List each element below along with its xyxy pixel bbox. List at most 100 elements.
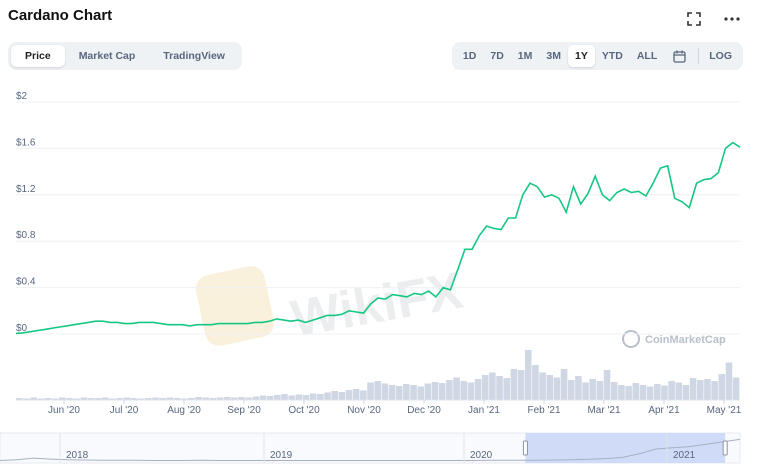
volume-bar	[517, 370, 525, 400]
x-tick-label: Feb '21	[527, 405, 560, 416]
volume-bar	[725, 362, 733, 400]
volume-bar	[481, 375, 489, 400]
volume-bar	[503, 378, 511, 400]
volume-bar	[16, 398, 23, 400]
volume-bar	[288, 395, 295, 400]
volume-bar	[188, 398, 195, 400]
volume-bar	[360, 390, 367, 400]
volume-bar	[209, 398, 217, 400]
range-1y[interactable]: 1Y	[567, 45, 595, 67]
time-range-selector: 1D 7D 1M 3M 1Y YTD ALL LOG	[451, 42, 743, 70]
volume-bar	[245, 397, 252, 400]
range-all[interactable]: ALL	[636, 50, 658, 62]
volume-bar	[259, 395, 267, 400]
x-tick-label: Oct '20	[288, 405, 320, 416]
volume-bar	[23, 398, 30, 400]
volume-bar	[44, 398, 52, 400]
navigator-selection[interactable]	[525, 433, 726, 463]
navigator-handle-right[interactable]	[722, 440, 728, 456]
volume-bar	[159, 398, 166, 400]
y-tick-label: $1.6	[16, 137, 36, 148]
volume-bar	[281, 394, 288, 400]
volume-bar	[453, 377, 460, 400]
volume-bar	[696, 380, 704, 400]
x-tick-label: Mar '21	[587, 405, 620, 416]
volume-bar	[295, 394, 303, 400]
volume-bar	[152, 397, 159, 400]
volume-bar	[367, 382, 374, 400]
range-3m[interactable]: 3M	[546, 50, 561, 62]
volume-bar	[625, 386, 632, 400]
volume-bar	[381, 383, 389, 400]
volume-bar	[145, 398, 152, 400]
volume-bar	[37, 398, 45, 400]
volume-bar	[345, 390, 353, 400]
x-tick-label: Dec '20	[407, 405, 441, 416]
volume-bar	[109, 398, 116, 400]
range-ytd[interactable]: YTD	[601, 50, 623, 62]
volume-bar	[30, 397, 37, 400]
volume-bar	[252, 396, 260, 400]
divider	[698, 48, 700, 64]
range-navigator[interactable]: 2018 2019 2020 2021	[0, 432, 741, 464]
x-tick-label: Nov '20	[347, 405, 381, 416]
volume-bar	[467, 382, 475, 400]
more-icon[interactable]	[723, 10, 741, 28]
y-tick-label: $0.8	[16, 230, 36, 241]
volume-bar	[403, 384, 410, 400]
volume-bar	[216, 397, 224, 400]
volume-bar	[51, 398, 59, 400]
volume-bar	[560, 369, 568, 400]
x-tick-label: Aug '20	[167, 405, 201, 416]
volume-bar	[195, 397, 202, 400]
range-1m[interactable]: 1M	[517, 50, 533, 62]
volume-bar	[711, 381, 718, 400]
volume-bar	[137, 398, 145, 400]
tab-market-cap[interactable]: Market Cap	[78, 50, 136, 62]
volume-bar	[446, 380, 453, 400]
volume-bar	[123, 397, 131, 400]
fullscreen-icon[interactable]	[685, 10, 703, 28]
tab-price[interactable]: Price	[11, 45, 65, 67]
volume-bar	[59, 397, 66, 400]
volume-bar	[80, 397, 88, 400]
volume-bar	[661, 385, 668, 400]
volume-bar	[596, 381, 604, 400]
wikifx-watermark-text: WikiFX	[287, 261, 468, 348]
volume-bar	[374, 381, 381, 400]
x-tick-label: Apr '21	[648, 405, 680, 416]
tab-tradingview[interactable]: TradingView	[163, 50, 225, 62]
volume-bar	[202, 397, 209, 400]
volume-bar	[682, 385, 690, 400]
calendar-button[interactable]	[664, 45, 695, 67]
volume-bar	[395, 386, 403, 400]
volume-bar	[73, 398, 80, 400]
volume-bar	[266, 396, 274, 400]
volume-bar	[610, 382, 618, 400]
volume-bar	[546, 375, 554, 400]
volume-bar	[231, 397, 238, 400]
volume-bar	[431, 382, 439, 400]
volume-bar	[130, 398, 138, 400]
volume-bar	[732, 377, 740, 400]
volume-bar	[496, 376, 503, 400]
volume-bar	[474, 379, 482, 400]
chart-title: Cardano Chart	[8, 7, 113, 24]
volume-bar	[309, 393, 317, 400]
y-tick-label: $0.4	[16, 277, 36, 288]
volume-bar	[410, 385, 417, 400]
volume-bar	[646, 386, 654, 400]
volume-bar	[87, 398, 95, 400]
range-1d[interactable]: 1D	[462, 50, 477, 62]
x-tick-label: May '21	[707, 405, 742, 416]
volume-bar	[632, 383, 640, 400]
volume-bar	[94, 398, 102, 400]
volume-bar	[532, 365, 539, 400]
top-icons	[685, 10, 741, 28]
navigator-handle-left[interactable]	[522, 440, 528, 456]
volume-bar	[116, 398, 123, 400]
log-toggle[interactable]: LOG	[709, 50, 732, 62]
volume-bar	[589, 379, 597, 400]
range-7d[interactable]: 7D	[490, 50, 504, 62]
